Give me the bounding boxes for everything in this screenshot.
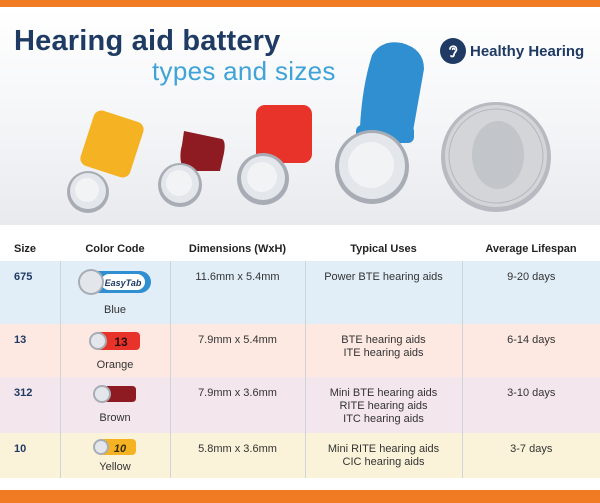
- table-row: 13 13 Orange 7.9mm x 5.4mm BTE hearing a…: [0, 324, 600, 377]
- color-name: Yellow: [99, 461, 131, 473]
- color-cell: 13 Orange: [60, 324, 171, 377]
- use-item: RITE hearing aids: [339, 400, 428, 412]
- use-item: CIC hearing aids: [342, 456, 425, 468]
- use-item: Mini BTE hearing aids: [329, 387, 438, 399]
- table-row: 675 EasyTab Blue 11.6mm x 5.4mm Power BT…: [0, 261, 600, 324]
- use-item: ITE hearing aids: [343, 347, 424, 359]
- size-cell: 10: [0, 433, 61, 478]
- battery-orange-13-icon: [237, 105, 312, 205]
- uses-cell: Power BTE hearing aids: [305, 261, 463, 324]
- lifespan-cell: 3-7 days: [462, 433, 600, 478]
- battery-blue-675-icon: [335, 42, 424, 204]
- size-cell: 675: [0, 261, 61, 324]
- column-header-lifespan: Average Lifespan: [485, 242, 577, 255]
- bottom-accent-bar: [0, 490, 600, 503]
- uses-cell: Mini RITE hearing aids CIC hearing aids: [305, 433, 463, 478]
- lifespan-cell: 3-10 days: [462, 377, 600, 433]
- dimensions-cell: 7.9mm x 5.4mm: [170, 324, 306, 377]
- column-header-size: Size: [14, 242, 37, 255]
- color-cell: EasyTab Blue: [60, 261, 171, 324]
- use-item: ITC hearing aids: [343, 413, 424, 425]
- dime-coin-icon: [441, 102, 551, 212]
- uses-cell: Mini BTE hearing aids RITE hearing aids …: [305, 377, 463, 433]
- use-item: Mini RITE hearing aids: [327, 443, 440, 455]
- page-subtitle: types and sizes: [152, 56, 336, 86]
- column-header-dimensions: Dimensions (WxH): [188, 242, 287, 255]
- color-name: Blue: [103, 304, 127, 316]
- brand-logo[interactable]: Healthy Hearing: [440, 37, 584, 65]
- color-cell: 10 Yellow: [60, 433, 171, 478]
- dimensions-cell: 11.6mm x 5.4mm: [170, 261, 306, 324]
- battery-illustrations: [67, 42, 551, 213]
- size-cell: 13: [0, 324, 61, 377]
- tab-label: 13: [114, 335, 128, 349]
- battery-brown-312-icon: [158, 131, 225, 207]
- battery-table: Size Color Code Dimensions (WxH) Typical…: [0, 236, 600, 478]
- color-cell: Brown: [60, 377, 171, 433]
- battery-yellow-10-icon: [67, 110, 144, 213]
- tab-label: 10: [114, 443, 127, 455]
- column-header-color: Color Code: [85, 242, 145, 255]
- color-name: Brown: [99, 412, 131, 424]
- blue-tab-icon: EasyTab: [77, 267, 153, 300]
- yellow-tab-icon: 10: [92, 437, 138, 460]
- size-cell: 312: [0, 377, 61, 433]
- top-accent-bar: [0, 0, 600, 7]
- ear-icon: [440, 38, 466, 64]
- use-item: Power BTE hearing aids: [324, 271, 443, 283]
- column-header-uses: Typical Uses: [350, 242, 417, 255]
- brown-tab-icon: [92, 383, 138, 408]
- uses-cell: BTE hearing aids ITE hearing aids: [305, 324, 463, 377]
- lifespan-cell: 6-14 days: [462, 324, 600, 377]
- page-title: Hearing aid battery: [14, 25, 281, 57]
- hero-banner: Hearing aid battery types and sizes Heal…: [0, 7, 600, 225]
- table-row: 312 Brown 7.9mm x 3.6mm Mini BTE hearing…: [0, 377, 600, 433]
- color-name: Orange: [96, 359, 134, 371]
- dimensions-cell: 5.8mm x 3.6mm: [170, 433, 306, 478]
- orange-tab-icon: 13: [88, 330, 142, 355]
- table-row: 10 10 Yellow 5.8mm x 3.6mm Mini RITE hea…: [0, 433, 600, 478]
- table-header-row: Size Color Code Dimensions (WxH) Typical…: [0, 236, 600, 261]
- tab-label: EasyTab: [105, 278, 142, 288]
- brand-name: Healthy Hearing: [470, 42, 585, 60]
- dimensions-cell: 7.9mm x 3.6mm: [170, 377, 306, 433]
- lifespan-cell: 9-20 days: [462, 261, 600, 324]
- use-item: BTE hearing aids: [341, 334, 426, 346]
